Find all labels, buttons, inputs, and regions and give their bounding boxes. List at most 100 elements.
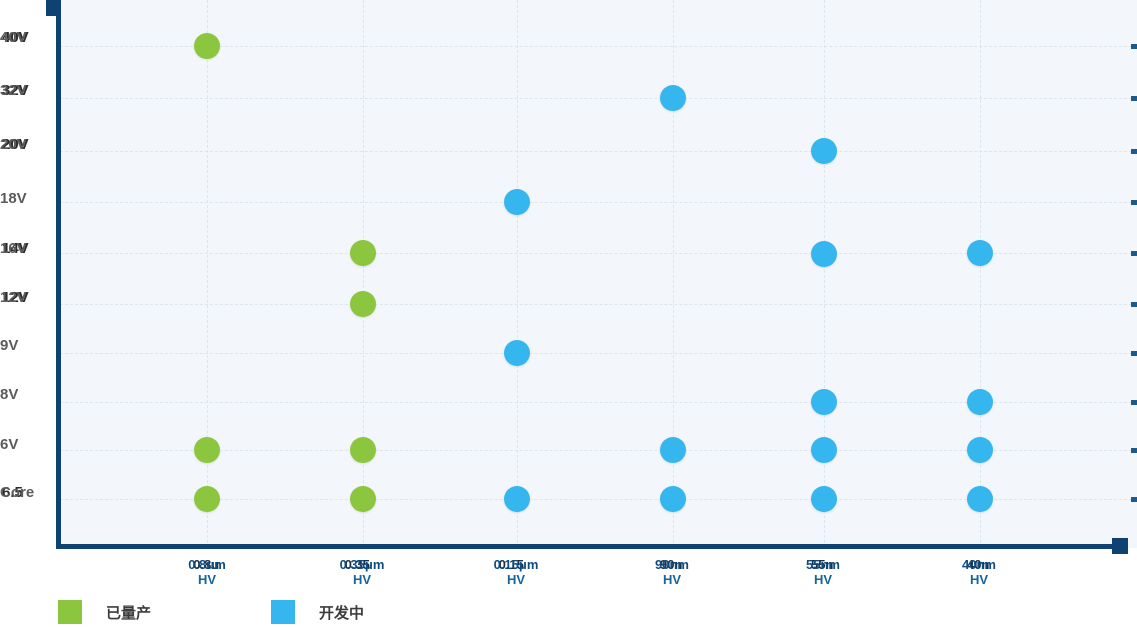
y-axis-label-text: 18V [0, 190, 27, 207]
y-axis-tick-mark [1131, 96, 1137, 101]
x-axis-node-text: 90nm [655, 557, 689, 572]
y-axis-label: 20V 20V [0, 137, 52, 153]
data-point[interactable] [194, 33, 220, 59]
data-point[interactable] [504, 340, 530, 366]
x-axis-node-label: 90n 90nm [655, 557, 689, 572]
y-axis-label: 12V 12V [0, 290, 52, 306]
data-point[interactable] [504, 486, 530, 512]
x-axis-label: 55n 55nm HV [753, 557, 893, 587]
gridline-vertical [207, 0, 209, 548]
y-axis-label-overlay: 6.5 [2, 484, 23, 501]
x-axis-label-overlay: 40n [967, 557, 990, 572]
x-axis-sublabel-hv: HV [506, 572, 526, 587]
y-axis-label: 8V [0, 387, 52, 403]
y-axis-tick-mark [1131, 44, 1137, 49]
y-axis-label-text: 16V [0, 240, 27, 257]
x-axis [56, 544, 1128, 549]
data-point[interactable] [194, 437, 220, 463]
x-axis-node-label: 0.35 0.35μm [340, 557, 385, 572]
data-point[interactable] [350, 486, 376, 512]
y-axis-label-text: 9V [0, 337, 19, 354]
y-axis-label-text: Core [0, 484, 35, 501]
y-axis-tick-mark [1131, 351, 1137, 356]
data-point[interactable] [660, 437, 686, 463]
x-axis-sublabel-hv: HV [352, 572, 372, 587]
gridline-vertical [673, 0, 675, 548]
y-axis-label-overlay: 14V [2, 240, 29, 257]
data-point[interactable] [811, 486, 837, 512]
x-axis-label-overlay: 0.8u [193, 557, 220, 572]
gridline-vertical [980, 0, 982, 548]
gridline-horizontal [60, 499, 1137, 501]
gridline-vertical [363, 0, 365, 548]
x-axis-node-label: 55n 55nm [806, 557, 840, 572]
legend-color-swatch [58, 600, 82, 624]
y-axis-tick-mark [1131, 448, 1137, 453]
data-point[interactable] [967, 486, 993, 512]
x-axis-node-label: 40n 40nm [962, 557, 996, 572]
data-point[interactable] [660, 85, 686, 111]
x-axis-sublabel-hv: HV [197, 572, 217, 587]
x-axis-label: 0.35 0.35μm HV [292, 557, 432, 587]
gridline-vertical [824, 0, 826, 548]
y-axis-label: 18V [0, 191, 52, 207]
plot-area [60, 0, 1137, 548]
data-point[interactable] [350, 291, 376, 317]
x-axis-node-text: 55nm [806, 557, 840, 572]
gridline-vertical [517, 0, 519, 548]
gridline-horizontal [60, 202, 1137, 204]
data-point[interactable] [811, 138, 837, 164]
y-axis-tick-mark [1131, 302, 1137, 307]
data-point[interactable] [194, 486, 220, 512]
data-point[interactable] [660, 486, 686, 512]
x-axis-node-text: 0.35μm [339, 557, 385, 572]
data-point[interactable] [967, 240, 993, 266]
gridline-horizontal [60, 253, 1137, 255]
y-axis-label: 14V 16V [0, 241, 52, 257]
data-point[interactable] [811, 437, 837, 463]
data-point[interactable] [967, 389, 993, 415]
y-axis-label-overlay: 40V [2, 29, 29, 46]
legend-label: 开发中 [319, 603, 365, 622]
data-point[interactable] [811, 241, 837, 267]
x-axis-label-overlay: 0.35 [344, 557, 370, 572]
gridline-horizontal [60, 98, 1137, 100]
y-axis-tick-mark [1131, 400, 1137, 405]
y-axis-label-text: 8V [0, 386, 19, 403]
y-axis-tick-mark [1131, 251, 1137, 256]
legend-item[interactable]: 已量产 [58, 600, 151, 624]
y-axis-label-overlay: 20V [2, 136, 29, 153]
gridline-horizontal [60, 46, 1137, 48]
data-point[interactable] [350, 437, 376, 463]
x-axis-sublabel-hv: HV [813, 572, 833, 587]
x-axis-label: 40n 40nm HV [909, 557, 1049, 587]
x-axis-node-text: 0.15μm [493, 557, 539, 572]
y-axis-label: 9V [0, 338, 52, 354]
x-axis-label-overlay: 0.15 [498, 557, 524, 572]
data-point[interactable] [504, 189, 530, 215]
y-axis-label-text: 12V [0, 289, 27, 306]
x-axis-node-text: 0.8um [188, 557, 226, 572]
x-axis-node-label: 0.15 0.15μm [494, 557, 539, 572]
gridline-horizontal [60, 450, 1137, 452]
x-axis-sublabel-hv: HV [662, 572, 682, 587]
x-axis-label: 0.15 0.15μm HV [446, 557, 586, 587]
x-axis-sublabel-hv: HV [969, 572, 989, 587]
x-axis-label-overlay: 55n [811, 557, 834, 572]
y-axis-label: 6V [0, 437, 52, 453]
y-axis-label-text: 40V [0, 29, 27, 46]
legend-color-swatch [271, 600, 296, 624]
y-axis-label: 40V 40V [0, 30, 52, 46]
y-axis-label-overlay: 12V [2, 289, 29, 306]
legend-item[interactable]: 开发中 [271, 600, 364, 624]
chart-legend: 已量产 开发中 [58, 600, 364, 624]
gridline-horizontal [60, 151, 1137, 153]
data-point[interactable] [967, 437, 993, 463]
x-axis-cap [1112, 538, 1128, 554]
data-point[interactable] [350, 240, 376, 266]
y-axis-tick-mark [1131, 200, 1137, 205]
y-axis-label: 6.5 Core [0, 485, 52, 501]
data-point[interactable] [811, 389, 837, 415]
gridline-horizontal [60, 304, 1137, 306]
